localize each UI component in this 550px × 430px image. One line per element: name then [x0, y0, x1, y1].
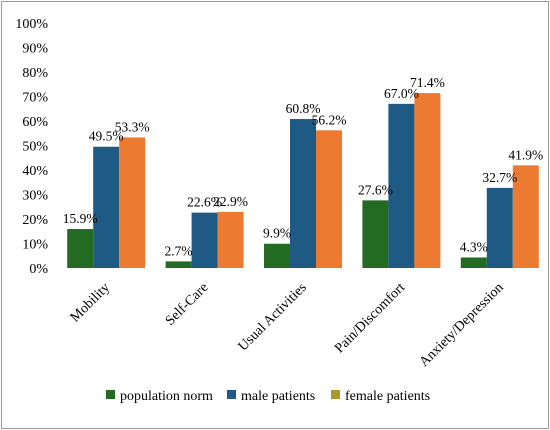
- data-label: 67.0%: [384, 86, 419, 101]
- legend: population norm male patients female patie…: [106, 389, 430, 404]
- data-label: 53.3%: [115, 119, 150, 134]
- legend-label-male-patients: male patients: [241, 389, 315, 404]
- y-tick-label: 100%: [15, 17, 48, 32]
- bars: [67, 93, 539, 268]
- legend-swatch-population-norm: [106, 390, 115, 399]
- x-category-label: Usual Activities: [236, 280, 310, 354]
- legend-swatch-male-patients: [227, 390, 236, 399]
- bar-population-norm-0: [67, 229, 94, 268]
- y-tick-label: 10%: [22, 238, 48, 253]
- y-tick-label: 70%: [22, 91, 48, 106]
- data-label: 15.9%: [63, 211, 98, 226]
- y-axis: 0% 10% 20% 30% 40% 50% 60% 70% 80% 90% 100%: [15, 17, 48, 277]
- data-label: 22.9%: [213, 194, 248, 209]
- y-tick-label: 0%: [29, 262, 48, 277]
- y-tick-label: 50%: [22, 140, 48, 155]
- x-category-label: Self-Care: [163, 280, 212, 329]
- x-category-label: Mobility: [68, 280, 113, 325]
- data-label: 2.7%: [165, 243, 193, 258]
- bar-population-norm-4: [460, 257, 487, 268]
- data-label: 56.2%: [312, 112, 347, 127]
- bar-male-patients-4: [486, 187, 513, 268]
- data-label: 71.4%: [410, 75, 445, 90]
- bar-female-patients-4: [512, 165, 539, 268]
- bar-female-patients-2: [316, 130, 342, 268]
- bar-population-norm-3: [362, 200, 389, 268]
- bar-male-patients-1: [191, 212, 218, 268]
- data-label: 27.6%: [358, 182, 393, 197]
- data-label: 41.9%: [508, 147, 543, 162]
- data-label: 4.3%: [460, 239, 488, 254]
- y-tick-label: 80%: [22, 66, 48, 81]
- x-category-label: Pain/Discomfort: [332, 280, 408, 356]
- data-label: 9.9%: [263, 226, 291, 241]
- bar-population-norm-1: [165, 261, 192, 268]
- legend-swatch-female-patients: [331, 390, 340, 399]
- bar-male-patients-0: [93, 146, 120, 268]
- bar-male-patients-2: [290, 119, 316, 268]
- data-label: 32.7%: [482, 170, 517, 185]
- legend-label-female-patients: female patients: [345, 389, 430, 404]
- y-tick-label: 20%: [22, 213, 48, 228]
- bar-female-patients-1: [217, 211, 244, 268]
- y-tick-label: 30%: [22, 189, 48, 204]
- y-tick-label: 60%: [22, 115, 48, 130]
- bar-female-patients-0: [119, 137, 146, 268]
- x-axis: Mobility Self-Care Usual Activities Pain/Di…: [68, 280, 507, 370]
- data-label: 49.5%: [89, 129, 124, 144]
- y-tick-label: 40%: [22, 164, 48, 179]
- bar-population-norm-2: [264, 243, 290, 268]
- data-labels: 15.9% 49.5%53.3% 2.7% 22.6%22.9% 9.9% 60.8%56…: [63, 75, 543, 258]
- data-label: 22.6%: [187, 195, 222, 210]
- x-category-label: Anxiety/Depression: [417, 280, 507, 370]
- bar-male-patients-3: [388, 103, 415, 268]
- bar-female-patients-3: [414, 93, 441, 268]
- data-label: 60.8%: [286, 101, 321, 116]
- y-tick-label: 90%: [22, 42, 48, 57]
- legend-label-population-norm: population norm: [120, 389, 213, 404]
